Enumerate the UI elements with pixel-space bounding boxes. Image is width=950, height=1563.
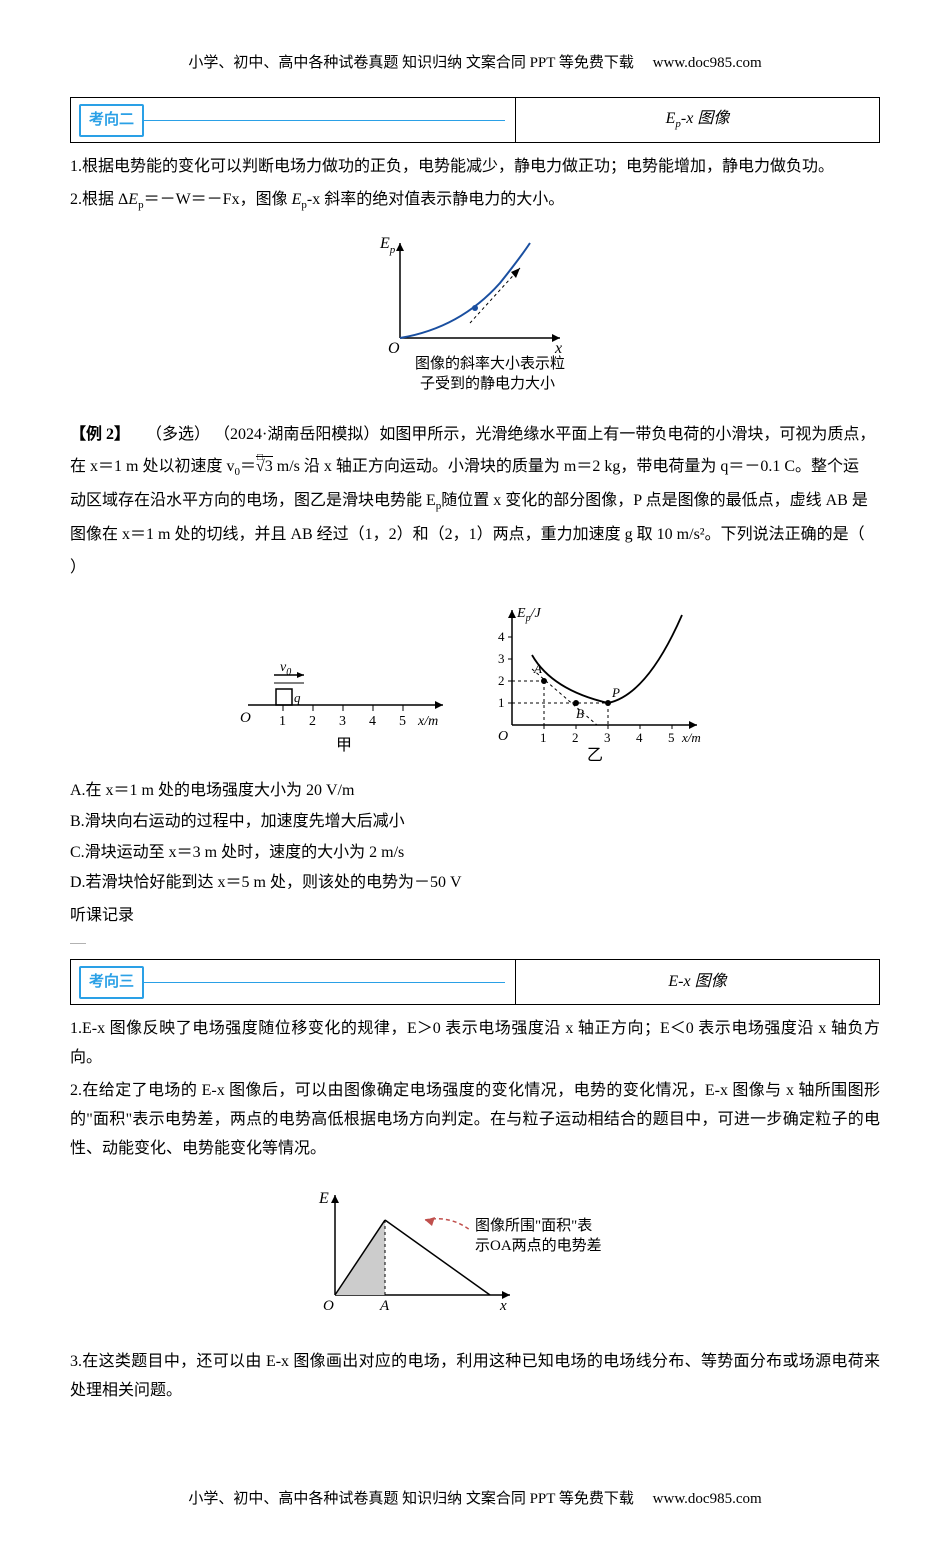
svg-text:x/m: x/m [681, 730, 701, 745]
topic-3-title: E-x 图像 [515, 960, 879, 1005]
ex2-multi: （多选） [146, 426, 210, 443]
figure-e-x: E O A x 图像所围"面积"表 示OA两点的电势差 [70, 1175, 880, 1336]
topic-2-table: 考向二 Ep-x 图像 [70, 97, 880, 143]
svg-text:P: P [611, 685, 620, 700]
svg-text:q: q [294, 690, 301, 705]
svg-text:A: A [379, 1298, 390, 1314]
topic-2-arrow-icon [141, 120, 505, 121]
fig1-origin: O [388, 340, 400, 357]
example2-line2: 在 x＝1 m 处以初速度 v0＝□√3 m/s 沿 x 轴正方向运动。小滑块的… [70, 453, 880, 483]
ex2-source: （2024·湖南岳阳模拟） [214, 426, 379, 443]
figure-ep-x-svg: Ep O x 图像的斜率大小表示粒 子受到的静电力大小 [360, 228, 590, 398]
svg-text:O: O [498, 729, 508, 744]
svg-text:2: 2 [572, 730, 579, 745]
options-list: A.在 x＝1 m 处的电场强度大小为 20 V/m B.滑块向右运动的过程中，… [70, 777, 880, 898]
sec2-p2: 2.根据 ΔEp＝－W＝－Fx，图像 Ep-x 斜率的绝对值表示静电力的大小。 [70, 186, 880, 216]
page-header: 小学、初中、高中各种试卷真题 知识归纳 文案合同 PPT 等免费下载 www.d… [70, 50, 880, 77]
ex2-label: 【例 2】 [70, 426, 130, 443]
topic-3-left: 考向三 [71, 960, 516, 1005]
fig1-xlabel: x [554, 340, 562, 357]
figure-yi: 1 2 3 4 1 2 3 4 5 x/m O Ep/J [472, 595, 722, 765]
svg-text:3: 3 [604, 730, 611, 745]
svg-text:x: x [499, 1298, 507, 1314]
sec3-p3: 3.在这类题目中，还可以由 E-x 图像画出对应的电场，利用这种已知电场的电场线… [70, 1348, 880, 1406]
figure-ep-x: Ep O x 图像的斜率大小表示粒 子受到的静电力大小 [70, 228, 880, 409]
figure-e-x-svg: E O A x 图像所围"面积"表 示OA两点的电势差 [295, 1175, 655, 1325]
footer-text: 小学、初中、高中各种试卷真题 知识归纳 文案合同 PPT 等免费下载 [188, 1491, 634, 1507]
option-c: C.滑块运动至 x＝3 m 处时，速度的大小为 2 m/s [70, 839, 880, 868]
svg-text:2: 2 [309, 714, 316, 729]
svg-text:Ep/J: Ep/J [516, 606, 541, 624]
svg-text:3: 3 [339, 714, 346, 729]
svg-text:5: 5 [399, 714, 406, 729]
header-text: 小学、初中、高中各种试卷真题 知识归纳 文案合同 PPT 等免费下载 [188, 55, 634, 71]
example2-line4: 图像在 x＝1 m 处的切线，并且 AB 经过（1，2）和（2，1）两点，重力加… [70, 521, 880, 550]
figure-jia-yi: 1 2 3 4 5 x/m O q v0 甲 [70, 595, 880, 765]
sec3-p2: 2.在给定了电场的 E-x 图像后，可以由图像确定电场强度的变化情况，电势的变化… [70, 1077, 880, 1163]
svg-text:4: 4 [369, 714, 376, 729]
notes-dots: ........ [70, 935, 880, 949]
figure-jia: 1 2 3 4 5 x/m O q v0 甲 [228, 625, 468, 765]
svg-text:甲: 甲 [336, 737, 352, 754]
option-b: B.滑块向右运动的过程中，加速度先增大后减小 [70, 808, 880, 837]
topic-2-badge: 考向二 [79, 104, 144, 137]
fig1-cap1: 图像的斜率大小表示粒 [415, 355, 565, 372]
fig1-ylabel: Ep [379, 235, 396, 256]
example2-line1: 【例 2】 （多选） （2024·湖南岳阳模拟）如图甲所示，光滑绝缘水平面上有一… [70, 421, 880, 450]
option-d: D.若滑块恰好能到达 x＝5 m 处，则该处的电势为－50 V [70, 869, 880, 898]
notes-label: 听课记录 [70, 902, 880, 931]
svg-text:2: 2 [498, 673, 505, 688]
svg-text:图像所围"面积"表: 图像所围"面积"表 [475, 1217, 592, 1234]
svg-text:O: O [240, 710, 251, 726]
header-url: www.doc985.com [653, 55, 762, 71]
svg-text:5: 5 [668, 730, 675, 745]
svg-text:O: O [323, 1298, 334, 1314]
fig1-cap2: 子受到的静电力大小 [420, 375, 555, 392]
svg-text:A: A [533, 661, 542, 676]
page-footer: 小学、初中、高中各种试卷真题 知识归纳 文案合同 PPT 等免费下载 www.d… [70, 1486, 880, 1513]
svg-text:乙: 乙 [587, 747, 603, 764]
sec2-p1: 1.根据电势能的变化可以判断电场力做功的正负，电势能减少，静电力做正功；电势能增… [70, 153, 880, 182]
option-a: A.在 x＝1 m 处的电场强度大小为 20 V/m [70, 777, 880, 806]
svg-text:B: B [576, 706, 584, 721]
svg-text:3: 3 [498, 651, 505, 666]
example2-line5: ） [70, 554, 880, 583]
footer-url: www.doc985.com [653, 1491, 762, 1507]
topic-3-table: 考向三 E-x 图像 [70, 959, 880, 1005]
svg-text:示OA两点的电势差: 示OA两点的电势差 [475, 1237, 602, 1254]
svg-text:4: 4 [636, 730, 643, 745]
topic-3-arrow-icon [141, 982, 505, 983]
topic-3-badge: 考向三 [79, 966, 144, 999]
svg-text:E: E [318, 1190, 329, 1207]
sec3-p1: 1.E-x 图像反映了电场强度随位移变化的规律，E＞0 表示电场强度沿 x 轴正… [70, 1015, 880, 1073]
topic-2-left: 考向二 [71, 98, 516, 143]
svg-text:4: 4 [498, 629, 505, 644]
svg-text:1: 1 [498, 695, 505, 710]
svg-text:1: 1 [279, 714, 286, 729]
example2-line3: 动区域存在沿水平方向的电场，图乙是滑块电势能 Ep随位置 x 变化的部分图像，P… [70, 487, 880, 517]
svg-text:x/m: x/m [417, 714, 438, 729]
svg-text:1: 1 [540, 730, 547, 745]
topic-2-title: Ep-x 图像 [515, 98, 879, 143]
